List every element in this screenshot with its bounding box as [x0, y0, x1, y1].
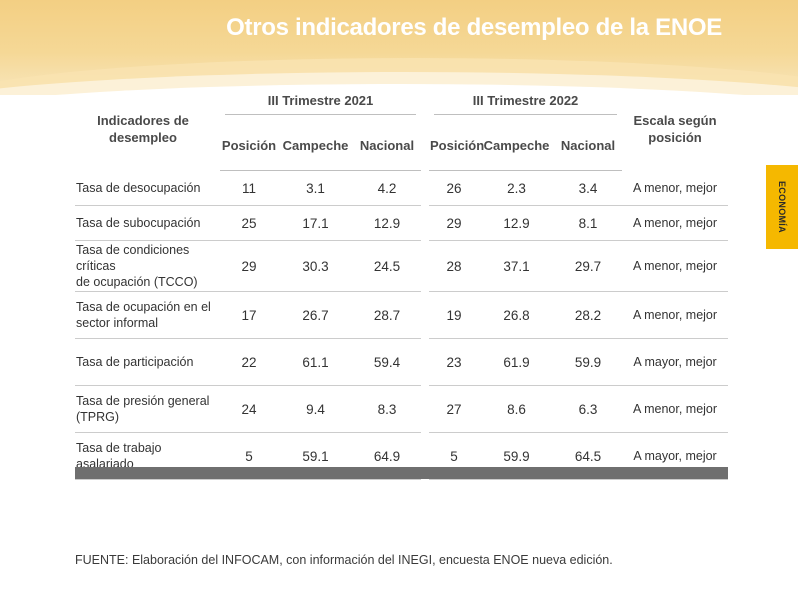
cell-campeche-2022: 26.8	[479, 291, 555, 339]
indicator-name: Tasa de presión general (TPRG)	[75, 385, 220, 433]
cell-campeche-2022: 12.9	[479, 205, 555, 241]
column-gap	[421, 241, 429, 292]
cell-position-2021: 24	[220, 385, 278, 433]
cell-nacional-2021: 28.7	[353, 291, 422, 339]
section-tab-label: ECONOMÍA	[777, 181, 787, 233]
header-banner	[0, 0, 798, 95]
cell-nacional-2021: 24.5	[353, 240, 422, 292]
header-scale-line1: Escala según	[633, 113, 717, 129]
cell-scale: A menor, mejor	[622, 385, 729, 433]
column-gap	[421, 339, 429, 386]
indicator-name: Tasa de ocupación en el sector informal	[75, 291, 220, 339]
banner-wave	[0, 84, 798, 95]
col-header-position-2021: Posición	[220, 120, 278, 171]
indicator-name-line1: Tasa de subocupación	[76, 216, 201, 230]
indicator-name-line1: Tasa de condiciones críticas	[76, 243, 190, 273]
cell-campeche-2021: 61.1	[278, 338, 353, 386]
cell-campeche-2021: 30.3	[278, 240, 353, 292]
col-header-campeche-2021: Campeche	[278, 120, 353, 171]
cell-position-2021: 11	[220, 170, 278, 206]
column-gap	[421, 88, 429, 171]
cell-position-2021: 25	[220, 205, 278, 241]
col-header-position-2022: Posición	[429, 120, 484, 171]
header-scale: Escala según posición	[622, 88, 728, 171]
column-gap	[421, 292, 429, 339]
header-indicator: Indicadores de desempleo	[75, 88, 220, 171]
column-gap	[421, 206, 429, 241]
cell-nacional-2022: 28.2	[554, 291, 623, 339]
cell-nacional-2021: 12.9	[353, 205, 422, 241]
section-tab-economia[interactable]: ECONOMÍA	[766, 165, 798, 249]
cell-campeche-2021: 9.4	[278, 385, 353, 433]
indicator-name-line2: (TPRG)	[76, 410, 120, 424]
col-header-campeche-2022: Campeche	[479, 120, 555, 171]
cell-campeche-2022: 37.1	[479, 240, 555, 292]
cell-nacional-2022: 29.7	[554, 240, 623, 292]
cell-campeche-2022: 2.3	[479, 170, 555, 206]
header-scale-line2: posición	[648, 130, 702, 146]
cell-position-2021: 29	[220, 240, 278, 292]
cell-position-2022: 27	[429, 385, 480, 433]
cell-campeche-2022: 61.9	[479, 338, 555, 386]
col-header-nacional-2021: Nacional	[353, 120, 422, 171]
cell-campeche-2021: 26.7	[278, 291, 353, 339]
cell-position-2021: 22	[220, 338, 278, 386]
cell-campeche-2021: 17.1	[278, 205, 353, 241]
indicator-name: Tasa de condiciones críticas de ocupación…	[75, 240, 220, 292]
cell-position-2022: 26	[429, 170, 480, 206]
table-row: Tasa de desocupación 11 3.1 4.2 26 2.3 3.4 A me…	[75, 170, 729, 206]
header-period-2022: III Trimestre 2022	[429, 88, 622, 120]
indicator-name-line1: Tasa de presión general	[76, 394, 210, 408]
indicator-name: Tasa de participación	[75, 338, 220, 386]
cell-scale: A menor, mejor	[622, 291, 729, 339]
header-indicator-line1: Indicadores de	[97, 113, 189, 129]
table-row: Tasa de ocupación en el sector informal 17…	[75, 291, 729, 339]
page-title: Otros indicadores de desempleo de la ENO…	[226, 14, 722, 41]
cell-position-2022: 19	[429, 291, 480, 339]
indicator-name-line1: Tasa de ocupación en el	[76, 300, 211, 314]
source-note: FUENTE: Elaboración del INFOCAM, con inf…	[75, 553, 613, 567]
table-row: Tasa de participación 22 61.1 59.4 23 61.9 59.…	[75, 338, 729, 386]
cell-nacional-2022: 8.1	[554, 205, 623, 241]
cell-position-2022: 29	[429, 205, 480, 241]
cell-position-2021: 17	[220, 291, 278, 339]
cell-campeche-2021: 3.1	[278, 170, 353, 206]
cell-nacional-2021: 59.4	[353, 338, 422, 386]
cell-nacional-2022: 3.4	[554, 170, 623, 206]
indicator-name-line2: sector informal	[76, 316, 158, 330]
indicator-name-line1: Tasa de desocupación	[76, 180, 201, 195]
cell-scale: A mayor, mejor	[622, 338, 729, 386]
cell-nacional-2021: 4.2	[353, 170, 422, 206]
cell-nacional-2021: 8.3	[353, 385, 422, 433]
table-row: Tasa de condiciones críticas de ocupación…	[75, 240, 729, 292]
indicator-name: Tasa de subocupación	[75, 205, 220, 241]
period-2022-label: III Trimestre 2022	[434, 93, 618, 115]
cell-scale: A menor, mejor	[622, 170, 729, 206]
table-bottom-bar	[75, 467, 728, 479]
col-header-nacional-2022: Nacional	[554, 120, 623, 171]
cell-scale: A menor, mejor	[622, 240, 729, 292]
column-gap	[421, 171, 429, 206]
unemployment-indicators-table: Indicadores de desempleo III Trimestre 2…	[75, 88, 729, 480]
indicator-name: Tasa de desocupación	[75, 170, 220, 206]
cell-position-2022: 28	[429, 240, 480, 292]
header-period-2021: III Trimestre 2021	[220, 88, 421, 120]
period-2021-label: III Trimestre 2021	[225, 93, 417, 115]
cell-nacional-2022: 59.9	[554, 338, 623, 386]
cell-nacional-2022: 6.3	[554, 385, 623, 433]
indicator-name-line1: Tasa de participación	[76, 355, 194, 369]
indicator-name-line2: de ocupación (TCCO)	[76, 275, 198, 289]
cell-scale: A menor, mejor	[622, 205, 729, 241]
cell-campeche-2022: 8.6	[479, 385, 555, 433]
table-row: Tasa de subocupación 25 17.1 12.9 29 12.9 8.1 A…	[75, 205, 729, 241]
table-row: Tasa de presión general (TPRG) 24 9.4 8.3 27 8…	[75, 385, 729, 433]
column-gap	[421, 386, 429, 433]
header-indicator-line2: desempleo	[109, 130, 177, 146]
cell-position-2022: 23	[429, 338, 480, 386]
